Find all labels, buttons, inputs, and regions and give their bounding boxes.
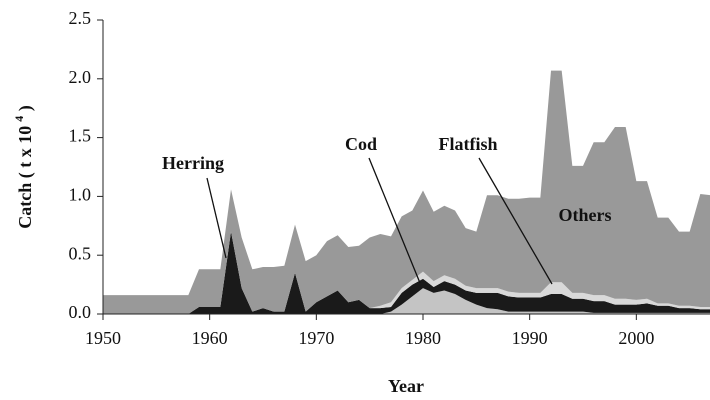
series-label: Cod	[345, 134, 377, 154]
y-axis-label-main: Catch ( t x 10	[15, 126, 36, 229]
x-tick-label: 1950	[85, 328, 121, 348]
x-tick-label: 2000	[618, 328, 654, 348]
x-tick-label: 1970	[298, 328, 334, 348]
x-axis-label: Year	[388, 376, 424, 396]
series-label: Others	[559, 205, 612, 225]
y-tick-label: 2.0	[69, 67, 92, 87]
x-tick-label: 1960	[192, 328, 228, 348]
annotation-arrow	[368, 157, 421, 284]
y-tick-label: 0.5	[69, 243, 92, 263]
y-tick-label: 0.0	[69, 302, 92, 322]
area	[103, 231, 710, 314]
x-tick-label: 1980	[405, 328, 441, 348]
series-label: Flatfish	[438, 134, 497, 154]
y-tick-label: 2.5	[69, 8, 92, 28]
area	[103, 70, 710, 314]
area	[103, 288, 710, 314]
x-tick-label: 1990	[512, 328, 548, 348]
annotation-arrow	[206, 177, 227, 259]
y-tick-label: 1.0	[69, 185, 92, 205]
y-axis-label-end: )	[15, 105, 36, 116]
annotation-arrow	[478, 157, 553, 285]
y-axis-label: Catch ( t x 10 4 )	[12, 105, 36, 228]
y-tick-label: 1.5	[69, 126, 92, 146]
y-axis-label-sup: 4	[12, 116, 26, 122]
series-label: Herring	[162, 153, 224, 173]
area	[103, 231, 710, 314]
